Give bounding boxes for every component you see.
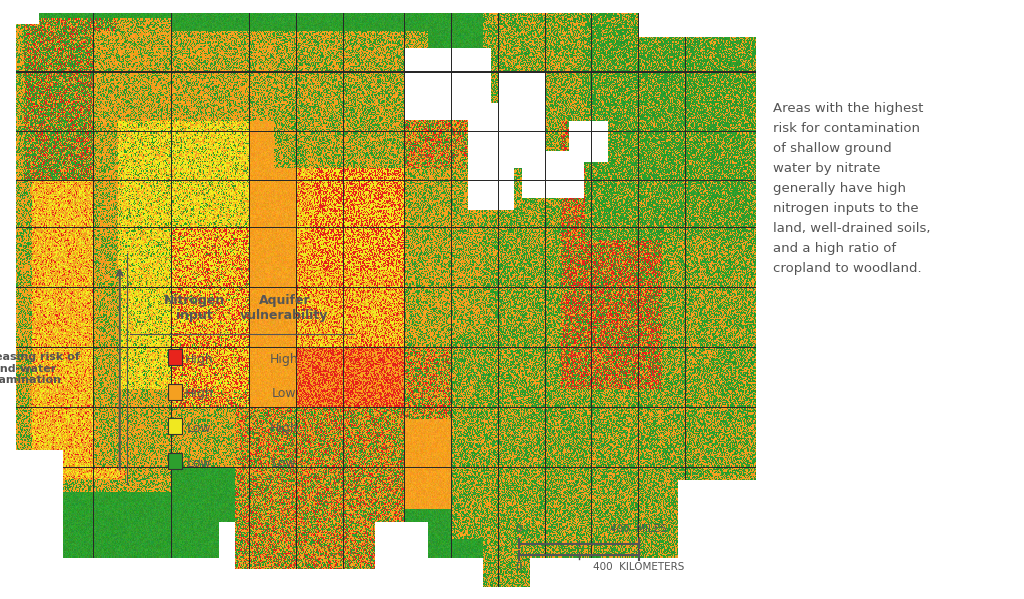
Text: Low: Low: [272, 456, 297, 470]
Text: 0: 0: [515, 525, 522, 534]
Text: High: High: [185, 388, 214, 401]
Bar: [168, 418, 181, 434]
Text: 400  KILOMETERS: 400 KILOMETERS: [593, 562, 684, 572]
Text: High: High: [270, 422, 299, 435]
Bar: [168, 349, 181, 365]
Text: 400  MILES: 400 MILES: [610, 525, 667, 534]
Bar: [168, 453, 181, 469]
Text: 0: 0: [515, 562, 522, 572]
Text: Areas with the highest
risk for contamination
of shallow ground
water by nitrate: Areas with the highest risk for contamin…: [773, 102, 931, 275]
Text: High: High: [185, 353, 214, 366]
Text: Low: Low: [272, 388, 297, 401]
Text: Low: Low: [187, 456, 212, 470]
Bar: [168, 383, 181, 400]
Text: Increasing risk of
ground-water
contamination: Increasing risk of ground-water contamin…: [0, 352, 80, 385]
Text: Low: Low: [187, 422, 212, 435]
Text: Aquifer
vulnerability: Aquifer vulnerability: [241, 294, 329, 322]
Text: Nitrogen
input: Nitrogen input: [164, 294, 225, 322]
Text: High: High: [270, 353, 299, 366]
